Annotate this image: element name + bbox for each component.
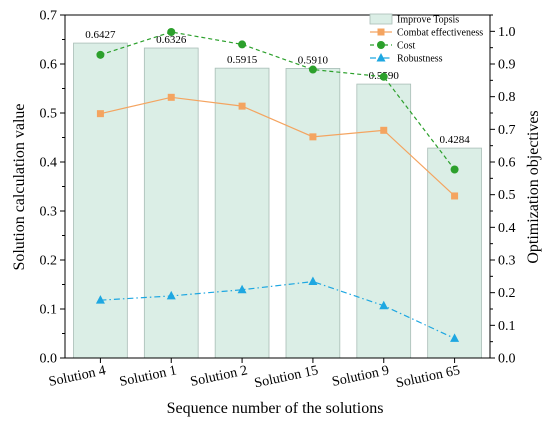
y-right-tick-label: 0.4	[498, 221, 516, 236]
legend-label: Improve Topsis	[397, 15, 459, 26]
axes	[60, 14, 495, 363]
triangle-marker	[95, 295, 105, 304]
square-marker	[377, 28, 385, 36]
y-left-tick-label: 0.7	[40, 9, 58, 24]
bar-value-label: 0.5915	[227, 54, 258, 66]
series-line	[100, 280, 455, 339]
y-right-tick-label: 0.1	[498, 319, 516, 334]
y-left-tick-label: 0.4	[40, 156, 58, 171]
square-marker	[451, 192, 459, 200]
circle-marker	[377, 41, 385, 49]
bar	[285, 68, 341, 359]
triangle-marker	[308, 276, 318, 286]
bar	[356, 83, 412, 359]
triangle-marker	[379, 300, 389, 310]
x-tick-labels: Solution 4 Solution 1 Solution 2 Solution 1…	[47, 363, 461, 391]
y-right-tick-label: 0.6	[498, 156, 516, 171]
circle-marker	[308, 65, 317, 74]
square-marker	[309, 133, 317, 141]
triangle-marker	[376, 53, 386, 62]
bar-value-label: 0.5910	[298, 54, 329, 66]
y-right-tick-label: 0.9	[498, 58, 516, 73]
bar	[73, 42, 128, 359]
legend-label: Cost	[397, 41, 416, 52]
bar	[214, 67, 270, 359]
y-right-tick-label: 0.0	[498, 352, 516, 367]
series-line	[100, 31, 456, 170]
series-line	[100, 96, 455, 197]
triangle-marker	[450, 333, 460, 342]
legend-bar-swatch	[369, 13, 393, 25]
legend-label: Robustness	[397, 54, 443, 65]
square-marker	[96, 110, 104, 118]
x-tick-label: Solution 4	[47, 363, 107, 390]
circle-marker	[96, 50, 105, 59]
bar-value-label: 0.4284	[439, 134, 470, 146]
x-tick-label: Solution 1	[118, 363, 178, 390]
y-right-tick-label: 0.7	[498, 123, 516, 138]
square-marker	[380, 126, 388, 134]
square-marker	[238, 102, 246, 110]
y-left-tick-label: 0.2	[40, 254, 58, 269]
circle-marker	[167, 27, 176, 36]
y-left-axis-label: Solution calculation value	[11, 103, 28, 270]
circle-marker	[450, 165, 459, 174]
y-right-tick-label: 0.3	[498, 254, 516, 269]
x-tick-label: Solution 15	[253, 363, 320, 391]
y-left-tick-label: 0.0	[40, 352, 58, 367]
y-left-tick-labels: 0.0 0.1 0.2 0.3 0.4 0.5 0.6 0.7	[40, 9, 58, 367]
series-lines	[95, 27, 460, 342]
y-left-tick-label: 0.1	[40, 303, 58, 318]
bar-value-label: 0.6326	[156, 34, 187, 46]
y-right-tick-label: 0.5	[498, 188, 516, 203]
y-right-tick-label: 0.8	[498, 90, 516, 105]
bar-group	[73, 42, 482, 359]
triangle-marker	[166, 290, 176, 300]
x-tick-label: Solution 9	[331, 363, 391, 390]
y-right-tick-labels: 0.0 0.1 0.2 0.3 0.4 0.5 0.6 0.7 0.8 0.9 1.0	[498, 25, 516, 367]
bar	[427, 147, 482, 359]
y-right-tick-label: 1.0	[498, 25, 516, 40]
triangle-marker	[237, 284, 247, 294]
legend-label: Combat effectiveness	[397, 28, 483, 39]
circle-marker	[379, 72, 388, 81]
y-right-axis-label: Optimization objectives	[525, 110, 542, 263]
y-right-tick-label: 0.2	[498, 286, 516, 301]
y-left-tick-label: 0.5	[40, 107, 58, 122]
x-tick-label: Solution 65	[395, 363, 462, 391]
x-axis-label: Sequence number of the solutions	[167, 400, 384, 417]
x-tick-label: Solution 2	[189, 363, 249, 390]
y-left-tick-label: 0.6	[40, 58, 58, 73]
legend: Improve Topsis Combat effectiveness Cost Ro…	[369, 13, 483, 65]
y-left-tick-label: 0.3	[40, 205, 58, 220]
square-marker	[167, 93, 175, 101]
circle-marker	[238, 40, 247, 49]
bar-value-label: 0.6427	[85, 29, 116, 41]
